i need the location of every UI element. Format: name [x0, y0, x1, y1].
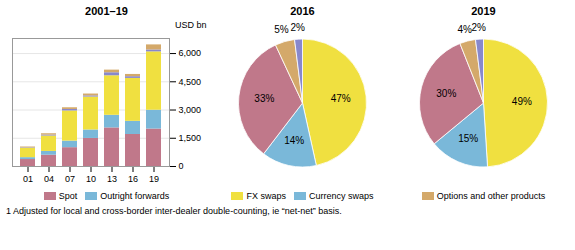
svg-text:5%: 5%: [274, 24, 289, 35]
html-text:Currency swaps: Currency swaps: [309, 191, 374, 201]
svg-text:33%: 33%: [254, 93, 274, 104]
svg-text:2%: 2%: [291, 22, 306, 33]
svg-text:0: 0: [179, 161, 184, 171]
svg-text:1,500: 1,500: [179, 133, 202, 143]
html-text:2019: 2019: [471, 5, 496, 17]
svg-text:4,500: 4,500: [179, 77, 202, 87]
svg-text:6,000: 6,000: [179, 48, 202, 58]
svg-text:2%: 2%: [472, 22, 487, 33]
html-text:FX swaps: FX swaps: [246, 191, 286, 201]
html-text:Outright forwards: Outright forwards: [100, 191, 170, 201]
svg-text:04: 04: [44, 174, 54, 184]
svg-text:30%: 30%: [436, 88, 456, 99]
html-text:2001–19: 2001–19: [85, 5, 128, 17]
svg-text:47%: 47%: [331, 93, 351, 104]
html-text:Options and other products: Options and other products: [436, 191, 546, 201]
svg-text:4%: 4%: [457, 24, 472, 35]
svg-text:07: 07: [65, 174, 75, 184]
html-text:2016: 2016: [290, 5, 315, 17]
svg-text:13: 13: [107, 174, 117, 184]
svg-text:USD bn: USD bn: [175, 20, 207, 30]
svg-text:14%: 14%: [284, 135, 304, 146]
svg-text:16: 16: [128, 174, 138, 184]
svg-text:19: 19: [149, 174, 159, 184]
svg-text:15%: 15%: [458, 133, 478, 144]
svg-text:01: 01: [23, 174, 33, 184]
html-text:1 Adjusted for local and cross: 1 Adjusted for local and cross-border in…: [6, 206, 342, 216]
svg-text:49%: 49%: [512, 96, 532, 107]
html-text:Spot: Spot: [58, 191, 78, 201]
svg-text:10: 10: [86, 174, 96, 184]
svg-text:3,000: 3,000: [179, 105, 202, 115]
